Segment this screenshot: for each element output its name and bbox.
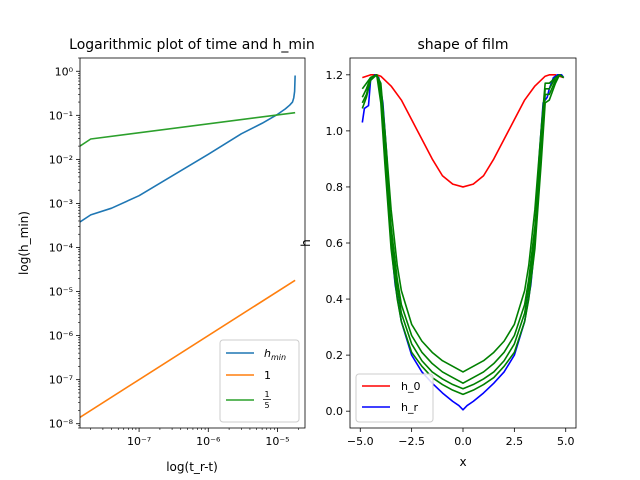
left-y-axis-label: log(h_min): [17, 211, 31, 275]
right-y-ticks: 0.0 0.2 0.4 0.6 0.8 1.0 1.2: [326, 69, 350, 418]
right-plot-area: [350, 58, 576, 428]
right-y-tick-label: 0.2: [326, 349, 344, 362]
left-series-line-1: [80, 279, 296, 418]
right-y-tick-label: 1.2: [326, 69, 344, 82]
left-legend-box: [219, 339, 300, 423]
right-x-tick-label: −2.5: [398, 435, 425, 448]
left-series-line-h-min: [80, 75, 296, 223]
left-x-tick-label: 10⁻⁵: [265, 435, 289, 448]
left-y-tick-label: 10⁻²: [49, 153, 73, 166]
right-x-ticks: −5.0 −2.5 0.0 2.5 5.0: [347, 428, 575, 448]
left-y-tick-label: 10⁻¹: [49, 109, 73, 122]
right-legend-box: [355, 373, 434, 423]
left-x-tick-label: 10⁻⁷: [127, 435, 151, 448]
legend-label-hr: h_r: [401, 401, 418, 414]
right-x-tick-label: 0.0: [454, 435, 472, 448]
left-y-tick-label: 10⁻³: [49, 197, 73, 210]
right-series-group: [361, 74, 565, 411]
left-y-ticks: 10⁻⁸ 10⁻⁷ 10⁻⁶ 10⁻⁵ 10⁻⁴ 10⁻³ 10⁻² 10⁻¹ 10⁰: [49, 57, 80, 431]
left-series-group: [80, 75, 296, 418]
left-y-tick-label: 10⁻⁵: [49, 286, 73, 299]
right-y-axis-label: h: [299, 239, 313, 247]
legend-label-h0: h_0: [401, 380, 420, 393]
legend-hmin-sub: min: [271, 353, 286, 362]
right-y-tick-label: 0.4: [326, 293, 344, 306]
right-y-tick-label: 1.0: [326, 125, 344, 138]
right-subplot: shape of film −5.0 −2.5 0.0 2.5 5.0 0.00.20.…: [299, 37, 577, 469]
left-y-tick-label: 10⁻⁶: [49, 330, 74, 343]
right-series-line-curve-2: [361, 74, 565, 373]
legend-fifth-numerator: 1: [264, 390, 269, 399]
left-legend: hmin 1 1 5: [219, 339, 300, 423]
left-series-line-1-5: [80, 111, 296, 147]
right-y-tick-label: 0.0: [326, 405, 344, 418]
left-subplot: Logarithmic plot of time and h_min 10⁻⁷ 1…: [17, 37, 315, 474]
right-series-line-curve-5: [361, 74, 565, 396]
left-y-tick-label: 10⁻⁷: [49, 374, 73, 387]
right-legend: h_0 h_r: [355, 373, 434, 423]
left-y-tick-label: 10⁻⁴: [49, 241, 74, 254]
left-x-ticks: 10⁻⁷ 10⁻⁶ 10⁻⁵: [90, 428, 299, 448]
right-x-axis-label: x: [459, 455, 466, 469]
left-y-tick-label: 10⁻⁸: [49, 418, 74, 431]
right-x-tick-label: 2.5: [506, 435, 524, 448]
right-plot-frame: [349, 57, 577, 429]
right-x-tick-label: 5.0: [557, 435, 575, 448]
legend-hmin-base: h: [264, 347, 271, 360]
left-plot-frame: [79, 57, 306, 429]
legend-label-one: 1: [264, 369, 271, 382]
left-y-tick-label: 10⁰: [55, 65, 74, 78]
right-y-tick-label: 0.6: [326, 237, 344, 250]
legend-fifth-denominator: 5: [264, 401, 269, 410]
right-y-tick-label: 0.8: [326, 181, 344, 194]
legend-label-hmin: hmin: [264, 347, 286, 362]
right-x-tick-label: −5.0: [347, 435, 374, 448]
left-chart-title: Logarithmic plot of time and h_min: [69, 37, 315, 53]
left-x-axis-label: log(t_r-t): [166, 460, 218, 474]
right-series-line-h-0: [362, 74, 564, 188]
left-x-tick-label: 10⁻⁶: [196, 435, 221, 448]
right-chart-title: shape of film: [418, 37, 509, 53]
